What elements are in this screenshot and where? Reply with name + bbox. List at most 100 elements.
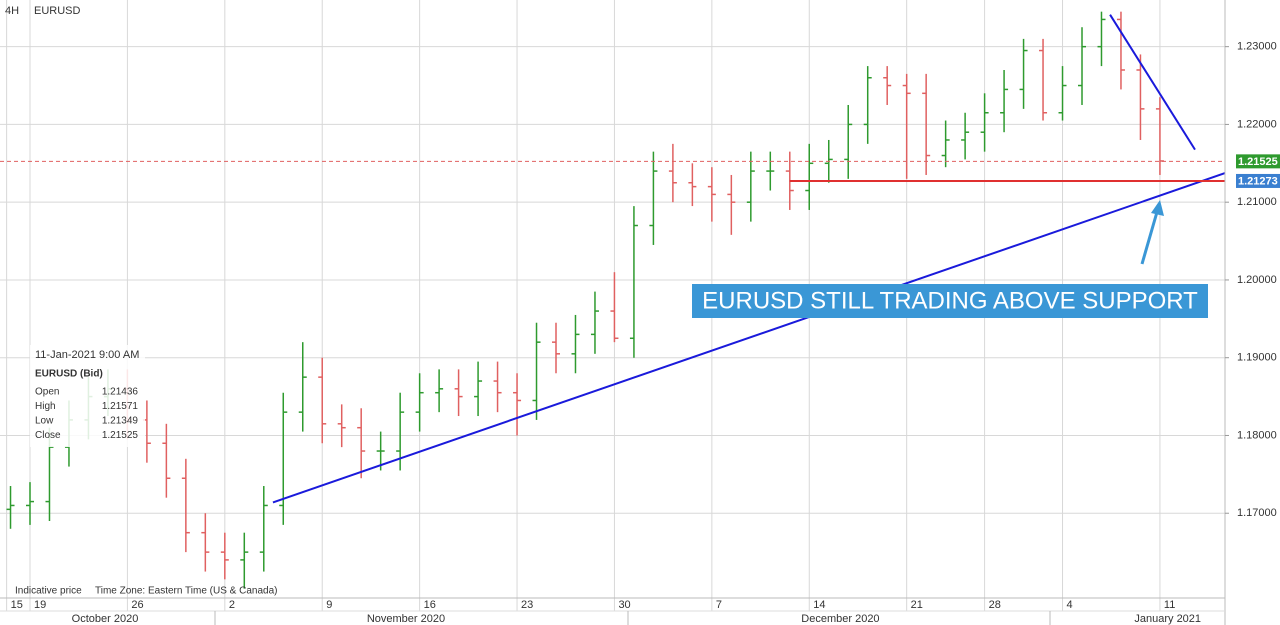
x-tick-label: 23 <box>521 599 533 611</box>
ohlc-bar <box>766 151 775 191</box>
tooltip-value: 1.21436 <box>102 387 139 398</box>
ohlc-bar <box>746 151 755 222</box>
ohlc-bar <box>513 373 522 436</box>
ohlc-bar <box>454 369 463 417</box>
tooltip-label: Open <box>35 387 59 398</box>
ohlc-bar <box>590 291 599 354</box>
ohlc-bar <box>6 486 15 529</box>
price-tag <box>1236 173 1280 188</box>
x-tick-label: 9 <box>326 599 332 611</box>
y-tick-label: 1.23000 <box>1237 41 1277 53</box>
ohlc-bar <box>649 151 658 245</box>
ohlc-bar <box>376 431 385 471</box>
overlay: 1.17000 1.18000 1.19000 1.20000 1.21000 1.220… <box>11 41 1280 625</box>
ohlc-bar <box>961 112 970 160</box>
month-label: October 2020 <box>72 613 139 625</box>
x-tick-label: 19 <box>34 599 46 611</box>
ohlc-bar <box>805 143 814 210</box>
price-tag-label: 1.21273 <box>1238 175 1278 187</box>
tooltip-value: 1.21571 <box>102 401 139 412</box>
tooltip-value: 1.21525 <box>102 430 139 441</box>
ohlc-bar <box>1116 11 1125 90</box>
ohlc-bar <box>629 206 638 358</box>
ohlc-bar <box>610 272 619 343</box>
y-tick-label: 1.19000 <box>1237 352 1277 364</box>
ohlc-bar <box>220 532 229 580</box>
ohlc-bar <box>493 361 502 413</box>
annotation-text: EURUSD STILL TRADING ABOVE SUPPORT <box>702 287 1198 314</box>
month-label: January 2021 <box>1134 613 1201 625</box>
y-tick-label: 1.21000 <box>1237 196 1277 208</box>
y-tick-label: 1.17000 <box>1237 507 1277 519</box>
trend-line <box>272 172 1225 504</box>
ohlc-bar <box>1136 54 1145 140</box>
ohlc-bar <box>571 314 580 374</box>
x-tick-label: 4 <box>1067 599 1073 611</box>
ohlc-bar <box>922 73 931 175</box>
x-tick-label: 16 <box>424 599 436 611</box>
annotation-box <box>692 284 1208 318</box>
trend-line <box>1109 14 1196 151</box>
price-tag-label: 1.21525 <box>1238 156 1278 168</box>
tooltip-label: Close <box>35 430 61 441</box>
y-tick-label: 1.22000 <box>1237 118 1277 130</box>
ohlc-bar <box>1078 27 1087 105</box>
ohlc-bar <box>240 532 249 589</box>
ohlc-bar <box>279 392 288 525</box>
x-tick-label: 7 <box>716 599 722 611</box>
ohlc-bar <box>337 404 346 448</box>
ohlc-bar <box>1039 38 1048 121</box>
ohlc-bar <box>707 167 716 222</box>
ohlc-bar <box>162 423 171 498</box>
ohlc-bar <box>532 322 541 420</box>
chart-title: EURUSD <box>34 5 81 17</box>
x-tick-label: 30 <box>618 599 630 611</box>
ohlc-bar <box>668 143 677 203</box>
ohlc-bar <box>727 174 736 235</box>
price-tag <box>1236 154 1280 169</box>
tooltip-symbol: EURUSD (Bid) <box>35 369 103 380</box>
footer-note: Indicative price <box>15 586 82 597</box>
month-label: December 2020 <box>801 613 879 625</box>
ohlc-bar <box>1000 69 1009 133</box>
ohlc-bar <box>181 458 190 553</box>
ohlc-bar <box>357 408 366 479</box>
ohlc-bar <box>318 357 327 444</box>
x-tick-label: 21 <box>911 599 923 611</box>
x-tick-label: 2 <box>229 599 235 611</box>
ohlc-bar <box>435 369 444 413</box>
ohlc-bar <box>201 513 210 572</box>
ohlc-bar <box>552 322 561 374</box>
tooltip-label: High <box>35 401 56 412</box>
ohlc-bar <box>26 482 35 525</box>
ohlc-bar <box>298 342 307 432</box>
ohlc-bar <box>474 361 483 417</box>
ohlc-bar <box>259 486 268 572</box>
annotation-arrowhead <box>1151 200 1164 216</box>
ohlc-bar <box>688 163 697 207</box>
ohlc-bar <box>1058 66 1067 121</box>
y-tick-label: 1.20000 <box>1237 274 1277 286</box>
ohlc-bar <box>844 104 853 179</box>
x-tick-label: 14 <box>813 599 825 611</box>
ohlc-bar <box>1097 11 1106 67</box>
footer-note: Time Zone: Eastern Time (US & Canada) <box>95 586 277 597</box>
ohlc-bar <box>980 93 989 152</box>
tooltip-box <box>30 345 145 447</box>
tooltip-label: Low <box>35 416 54 427</box>
tooltip-value: 1.21349 <box>102 416 139 427</box>
tooltip-time: 11-Jan-2021 9:00 AM <box>35 349 139 361</box>
plot-area <box>0 11 1225 589</box>
ohlc-bar <box>415 373 424 432</box>
ohlc-bar <box>941 120 950 168</box>
month-label: November 2020 <box>367 613 445 625</box>
x-tick-label: 28 <box>989 599 1001 611</box>
annotation-arrow <box>1140 211 1159 265</box>
ohlc-bar <box>863 66 872 144</box>
ohlc-bar <box>1019 38 1028 109</box>
x-tick-label: 11 <box>1164 599 1175 611</box>
y-tick-label: 1.18000 <box>1237 429 1277 441</box>
timeframe: 4H <box>5 5 19 17</box>
